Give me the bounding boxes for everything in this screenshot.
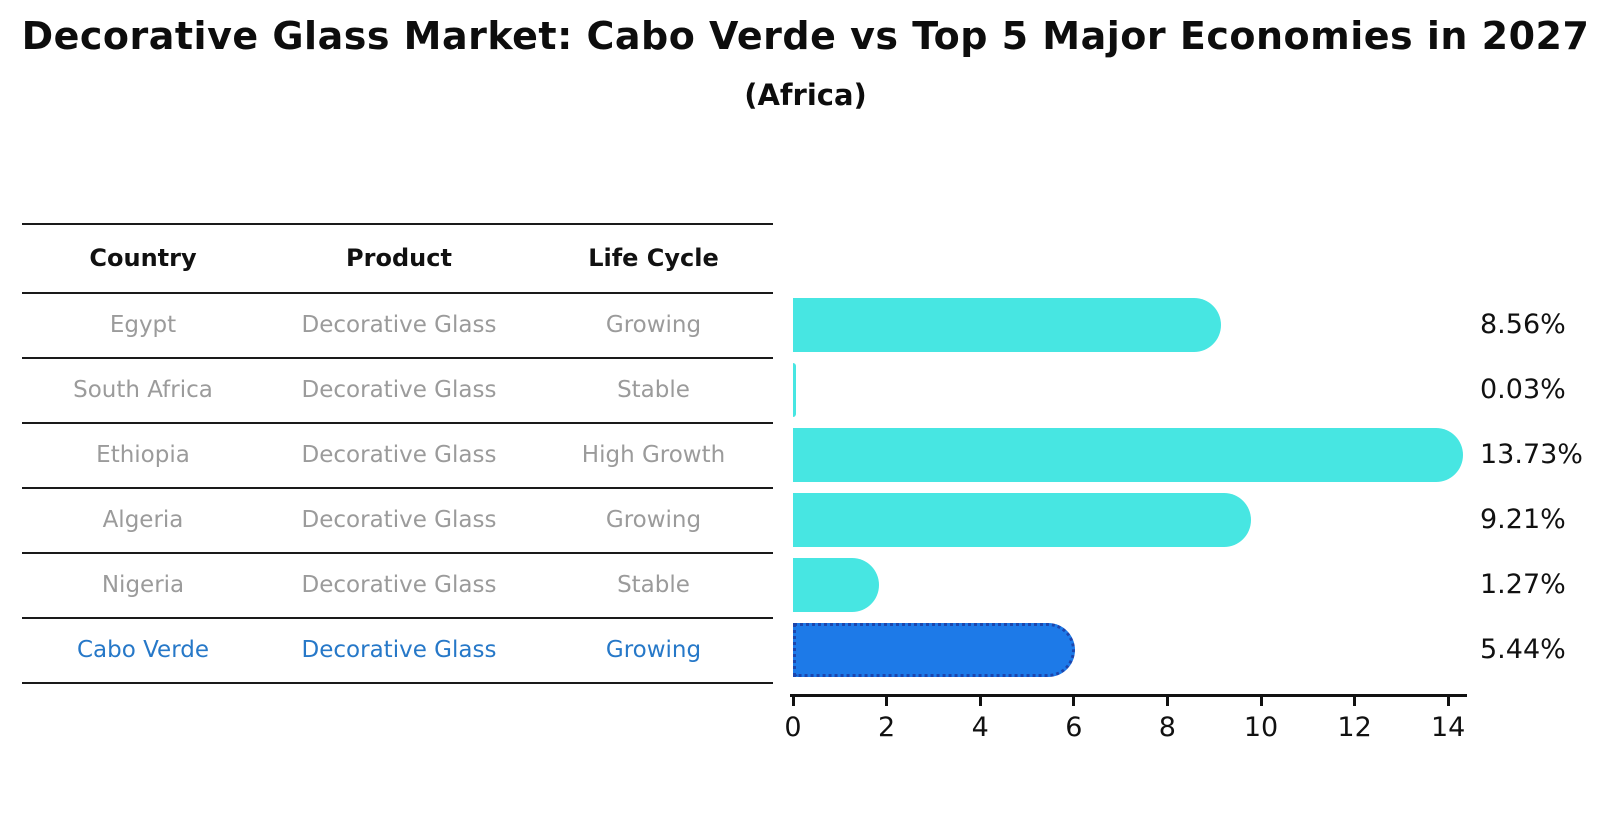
column-header-life-cycle: Life Cycle (588, 243, 719, 272)
x-axis-tick-label: 4 (971, 712, 989, 743)
table-row-rule (22, 357, 773, 359)
x-axis-tick (1165, 697, 1169, 706)
x-axis-tick-label: 8 (1158, 712, 1176, 743)
value-label-cabo-verde: 5.44% (1480, 633, 1566, 665)
table-row-nigeria: Nigeria Decorative Glass Stable (22, 552, 773, 617)
country-cell: Nigeria (101, 571, 185, 598)
life-cycle-cell: Growing (605, 636, 702, 663)
bar-south-africa (793, 362, 796, 417)
x-axis-tick-label: 12 (1337, 712, 1372, 743)
life-cycle-cell: High Growth (581, 441, 726, 468)
country-cell: South Africa (73, 376, 213, 403)
country-cell: Algeria (102, 506, 184, 533)
x-axis-tick (1353, 697, 1357, 706)
bar-cabo-verde (793, 622, 1075, 677)
life-cycle-cell: Stable (617, 376, 690, 403)
x-axis-tick-label: 14 (1431, 712, 1466, 743)
product-cell: Decorative Glass (301, 571, 497, 598)
table-top-rule (22, 223, 773, 225)
value-label-south-africa: 0.03% (1480, 373, 1566, 405)
product-cell: Decorative Glass (301, 441, 497, 468)
table-row-rule (22, 617, 773, 619)
chart-subtitle: (Africa) (744, 78, 867, 112)
life-cycle-cell: Stable (617, 571, 690, 598)
product-cell: Decorative Glass (301, 376, 497, 403)
column-header-country: Country (89, 243, 197, 272)
table-row-rule (22, 682, 773, 684)
country-cell: Egypt (109, 311, 177, 338)
x-axis-tick-label: 6 (1065, 712, 1083, 743)
value-label-algeria: 9.21% (1480, 503, 1566, 535)
table-header-rule (22, 292, 773, 294)
bar-egypt (793, 297, 1221, 352)
bar-algeria (793, 492, 1252, 547)
product-cell: Decorative Glass (301, 506, 497, 533)
x-axis-tick (978, 697, 982, 706)
table-row-rule (22, 422, 773, 424)
table-row-south-africa: South Africa Decorative Glass Stable (22, 357, 773, 422)
table-header-row: Country Product Life Cycle (22, 225, 773, 290)
country-cell: Cabo Verde (76, 636, 210, 663)
x-axis-tick (791, 697, 795, 706)
product-cell: Decorative Glass (301, 311, 497, 338)
x-axis-tick-label: 0 (784, 712, 802, 743)
x-axis-tick (1259, 697, 1263, 706)
table-row-ethiopia: Ethiopia Decorative Glass High Growth (22, 422, 773, 487)
bar-nigeria (793, 557, 880, 612)
x-axis-tick (885, 697, 889, 706)
x-axis-tick (1446, 697, 1450, 706)
table-row-egypt: Egypt Decorative Glass Growing (22, 292, 773, 357)
table-row-algeria: Algeria Decorative Glass Growing (22, 487, 773, 552)
x-axis-tick-label: 2 (878, 712, 896, 743)
x-axis-tick-label: 10 (1243, 712, 1279, 743)
chart-title: Decorative Glass Market: Cabo Verde vs T… (21, 14, 1590, 58)
table-row-cabo-verde: Cabo Verde Decorative Glass Growing (22, 617, 773, 682)
country-cell: Ethiopia (96, 441, 190, 468)
value-label-ethiopia: 13.73% (1480, 438, 1583, 470)
life-cycle-cell: Growing (605, 506, 702, 533)
table-row-rule (22, 487, 773, 489)
life-cycle-cell: Growing (605, 311, 702, 338)
value-label-egypt: 8.56% (1480, 308, 1566, 340)
product-cell: Decorative Glass (301, 636, 497, 663)
column-header-product: Product (346, 243, 452, 272)
x-axis-tick (1072, 697, 1076, 706)
value-label-nigeria: 1.27% (1480, 568, 1566, 600)
country-info-table: Country Product Life Cycle Egypt Decorati… (22, 223, 773, 684)
x-axis-line (790, 694, 1467, 697)
table-row-rule (22, 552, 773, 554)
bar-ethiopia (793, 427, 1463, 482)
